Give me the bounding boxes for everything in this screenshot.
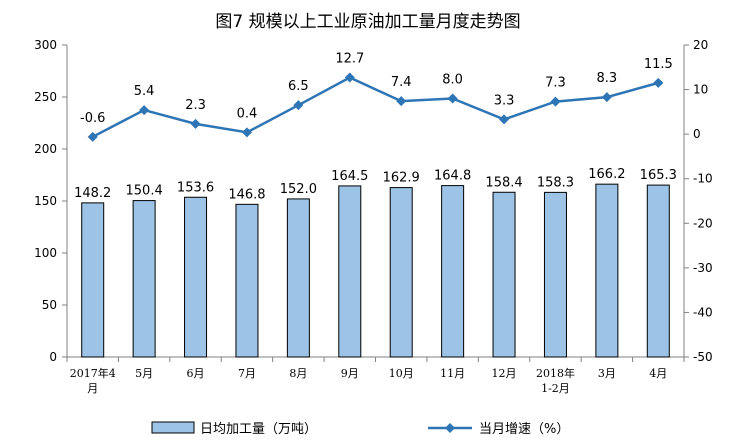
legend-bar-label: 日均加工量（万吨） xyxy=(200,422,317,437)
chart-title: 图7 规模以上工业原油加工量月度走势图 xyxy=(215,12,520,32)
legend: 日均加工量（万吨） 当月增速（%） xyxy=(151,421,569,437)
line-data-label: 7.3 xyxy=(545,76,566,91)
x-tick-label: 月 xyxy=(87,382,98,395)
legend-bar-swatch xyxy=(151,421,195,434)
line-data-label: 2.3 xyxy=(185,98,206,113)
left-tick-label: 150 xyxy=(34,194,57,208)
bar-data-label: 158.3 xyxy=(537,175,574,190)
bar xyxy=(492,191,516,358)
right-tick-label: -40 xyxy=(693,305,713,319)
x-tick-label: 4月 xyxy=(649,367,667,380)
bar-data-label: 152.0 xyxy=(280,182,317,197)
left-tick-label: 300 xyxy=(34,38,57,52)
line-point xyxy=(653,77,664,88)
x-tick-label: 9月 xyxy=(341,367,359,380)
right-tick-label: -50 xyxy=(693,350,713,364)
right-tick-label: 0 xyxy=(693,127,701,141)
line-data-label: -0.6 xyxy=(80,111,105,126)
right-tick-label: 10 xyxy=(693,83,708,97)
line-point xyxy=(447,93,458,104)
bar-data-label: 146.8 xyxy=(228,187,265,202)
line-data-label: 0.4 xyxy=(237,106,258,121)
bar xyxy=(646,184,670,358)
growth-line xyxy=(92,76,659,138)
bar xyxy=(286,198,310,358)
line-data-label: 5.4 xyxy=(134,84,155,99)
bar-data-label: 164.5 xyxy=(331,169,368,184)
legend-line-label: 当月增速（%） xyxy=(479,422,569,437)
bar xyxy=(235,203,259,358)
left-tick-label: 200 xyxy=(34,142,57,156)
bar xyxy=(184,196,208,358)
bar xyxy=(389,187,413,358)
x-tick-label: 3月 xyxy=(598,367,616,380)
x-tick-label: 2018年 xyxy=(536,366,575,380)
left-tick-label: 50 xyxy=(42,298,57,312)
x-tick-label: 8月 xyxy=(289,367,307,380)
x-tick-label: 2017年4 xyxy=(70,366,116,380)
x-axis: 2017年4 月 5月 6月 7月 8月 9月 10月 11月 12月 2018年 1-2月 3月 4月 xyxy=(66,356,685,395)
bar xyxy=(132,200,156,358)
right-axis: -50 -40 -30 -20 -10 0 10 20 xyxy=(683,38,713,364)
line-point xyxy=(499,114,510,125)
left-axis: 0 50 100 150 200 250 300 xyxy=(34,38,68,364)
line-data-label: 8.3 xyxy=(597,71,618,86)
bar-data-label: 166.2 xyxy=(588,167,625,182)
left-tick-label: 250 xyxy=(34,90,57,104)
x-tick-label: 1-2月 xyxy=(541,382,570,395)
bar-data-label: 148.2 xyxy=(74,186,111,201)
bar-data-label: 165.3 xyxy=(640,168,677,183)
x-tick-label: 10月 xyxy=(389,367,414,380)
bar-data-label: 164.8 xyxy=(434,169,471,184)
line-point xyxy=(396,96,407,107)
line-point xyxy=(241,127,252,138)
line-data-label: 6.5 xyxy=(288,79,309,94)
line-point xyxy=(344,72,355,83)
right-tick-label: 20 xyxy=(693,38,708,52)
line-data-label: 12.7 xyxy=(335,52,364,67)
right-tick-label: -20 xyxy=(693,216,713,230)
line-point xyxy=(139,105,150,116)
x-tick-label: 7月 xyxy=(238,367,256,380)
bar xyxy=(338,185,362,358)
bars: 148.2 150.4 153.6 146.8 152.0 164.5 162.9 164.8… xyxy=(74,167,677,358)
line-data-label: 11.5 xyxy=(644,57,673,72)
line-point xyxy=(87,131,98,142)
bar xyxy=(543,191,567,358)
bar-data-label: 150.4 xyxy=(126,184,163,199)
line-data-label: 3.3 xyxy=(494,93,515,108)
bar xyxy=(81,202,105,358)
legend-line-marker xyxy=(445,423,455,433)
left-tick-label: 100 xyxy=(34,246,57,260)
right-tick-label: -10 xyxy=(693,172,713,186)
line-point xyxy=(550,96,561,107)
line-point xyxy=(601,92,612,103)
bar-data-label: 158.4 xyxy=(485,175,522,190)
bar xyxy=(441,185,465,358)
line-data-label: 8.0 xyxy=(442,72,463,87)
bar xyxy=(595,183,619,358)
left-tick-label: 0 xyxy=(49,350,57,364)
x-tick-label: 11月 xyxy=(440,367,465,380)
x-tick-label: 5月 xyxy=(135,367,153,380)
x-tick-label: 6月 xyxy=(187,367,205,380)
line-series: -0.6 5.4 2.3 0.4 6.5 12.7 7.4 8.0 3.3 7.3 8.3 11.5 xyxy=(80,52,673,142)
right-tick-label: -30 xyxy=(693,261,713,275)
bar-data-label: 153.6 xyxy=(177,180,214,195)
line-point xyxy=(293,100,304,111)
line-point xyxy=(190,118,201,129)
x-tick-label: 12月 xyxy=(492,367,517,380)
bar-data-label: 162.9 xyxy=(383,171,420,186)
line-data-label: 7.4 xyxy=(391,75,412,90)
